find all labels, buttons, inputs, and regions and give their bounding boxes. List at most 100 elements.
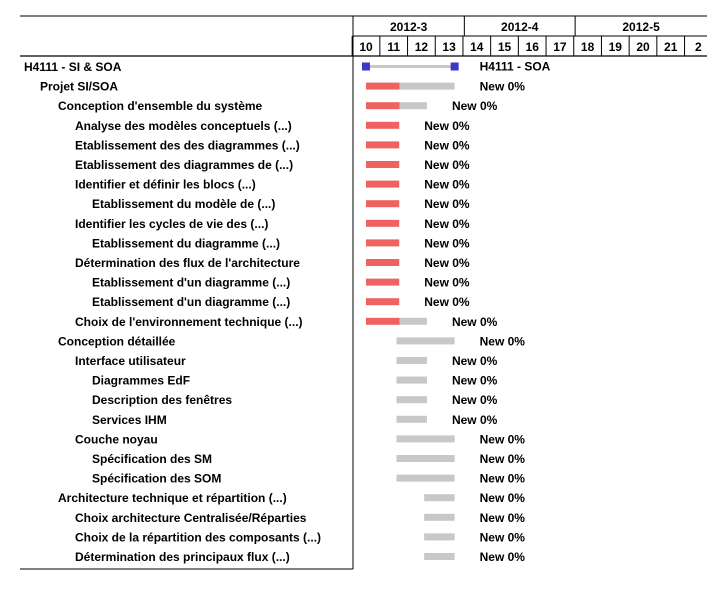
task-label: Etablissement d'un diagramme (...) [92, 276, 290, 290]
task-status-label: New 0% [480, 472, 526, 486]
task-label: Etablissement d'un diagramme (...) [92, 295, 290, 309]
week-label: 12 [415, 40, 429, 54]
task-status-label: New 0% [480, 491, 526, 505]
task-status-label: New 0% [424, 138, 470, 152]
week-label: 15 [498, 40, 512, 54]
task-label: H4111 - SI & SOA [24, 60, 122, 74]
week-label: 11 [387, 40, 400, 54]
task-label: Description des fenêtres [92, 393, 232, 407]
task-status-label: New 0% [424, 119, 470, 133]
task-label: Choix architecture Centralisée/Réparties [75, 511, 307, 525]
task-label: Spécification des SM [92, 452, 212, 466]
task-label: Identifier et définir les blocs (...) [75, 178, 256, 192]
task-label: Diagrammes EdF [92, 374, 190, 388]
task-status-label: New 0% [480, 452, 526, 466]
task-status-label: New 0% [424, 217, 470, 231]
task-label: Services IHM [92, 413, 167, 427]
month-label: 2012-3 [390, 20, 428, 34]
task-bar-remaining [424, 553, 455, 560]
task-bar-done [366, 141, 400, 149]
task-status-label: New 0% [424, 276, 470, 290]
task-bar-done [366, 317, 400, 325]
task-status-label: New 0% [452, 315, 498, 329]
task-bar-done [366, 239, 400, 247]
task-bar-remaining [396, 357, 427, 364]
task-bar-remaining [396, 415, 427, 423]
task-bar-remaining [424, 513, 455, 521]
week-label: 19 [609, 40, 623, 54]
week-label: 20 [636, 40, 650, 54]
task-status-label: New 0% [424, 256, 470, 270]
task-bar-remaining [396, 376, 427, 384]
task-status-label: New 0% [452, 413, 498, 427]
task-label: Spécification des SOM [92, 472, 221, 486]
summary-end-marker [450, 62, 459, 71]
task-label: Couche noyau [75, 432, 158, 446]
task-status-label: New 0% [424, 178, 470, 192]
task-label: Projet SI/SOA [40, 80, 118, 94]
week-label: 10 [359, 40, 373, 54]
week-label: 13 [442, 40, 456, 54]
task-bar-remaining [399, 82, 455, 90]
task-status-label: New 0% [452, 354, 498, 368]
summary-start-marker [362, 62, 370, 71]
task-label: Etablissement des diagrammes de (...) [75, 158, 293, 172]
task-status-label: New 0% [452, 374, 498, 388]
task-label: Interface utilisateur [75, 354, 186, 368]
task-bar-done [366, 102, 400, 110]
task-status-label: New 0% [480, 334, 526, 348]
task-status-label: New 0% [480, 80, 526, 94]
task-label: Détermination des principaux flux (...) [75, 550, 290, 564]
task-label: Etablissement des des diagrammes (...) [75, 138, 300, 152]
task-bar-remaining [396, 455, 455, 462]
month-label: 2012-5 [622, 20, 660, 34]
task-bar-remaining [396, 474, 455, 482]
task-bar-remaining [399, 317, 427, 325]
task-bar-done [366, 200, 400, 208]
task-label: Identifier les cycles de vie des (...) [75, 217, 268, 231]
week-label: 16 [526, 40, 540, 54]
task-label: Détermination des flux de l'architecture [75, 256, 300, 270]
task-bar-remaining [396, 396, 427, 404]
week-label: 17 [553, 40, 567, 54]
task-label: Etablissement du diagramme (...) [92, 236, 280, 250]
task-status-label: H4111 - SOA [480, 60, 551, 74]
task-status-label: New 0% [452, 393, 498, 407]
task-status-label: New 0% [424, 295, 470, 309]
task-label: Conception détaillée [58, 334, 176, 348]
task-label: Analyse des modèles conceptuels (...) [75, 119, 292, 133]
task-bar-done [366, 161, 400, 168]
task-bar-done [366, 219, 400, 227]
task-status-label: New 0% [480, 550, 526, 564]
week-label: 21 [664, 40, 678, 54]
task-status-label: New 0% [424, 197, 470, 211]
task-bar-done [366, 259, 400, 266]
task-status-label: New 0% [480, 530, 526, 544]
task-status-label: New 0% [424, 236, 470, 250]
task-bar-remaining [424, 494, 455, 502]
task-bar-done [366, 298, 400, 306]
task-label: Architecture technique et répartition (.… [58, 491, 287, 505]
task-bar-remaining [396, 435, 455, 443]
task-bar-remaining [424, 533, 455, 541]
task-status-label: New 0% [480, 432, 526, 446]
task-bar-remaining [399, 102, 427, 110]
task-label: Etablissement du modèle de (...) [92, 197, 275, 211]
task-bar-done [366, 121, 400, 129]
task-bar-done [366, 180, 400, 188]
task-status-label: New 0% [480, 511, 526, 525]
week-label: 2 [695, 40, 702, 54]
task-label: Conception d'ensemble du système [58, 99, 263, 113]
week-label: 14 [470, 40, 484, 54]
task-bar-remaining [396, 337, 455, 345]
summary-bar [366, 65, 455, 68]
task-label: Choix de la répartition des composants (… [75, 530, 321, 544]
week-label: 18 [581, 40, 595, 54]
task-label: Choix de l'environnement technique (...) [75, 315, 303, 329]
task-bar-done [366, 82, 400, 90]
task-status-label: New 0% [424, 158, 470, 172]
task-status-label: New 0% [452, 99, 498, 113]
month-label: 2012-4 [501, 20, 539, 34]
task-bar-done [366, 278, 400, 286]
